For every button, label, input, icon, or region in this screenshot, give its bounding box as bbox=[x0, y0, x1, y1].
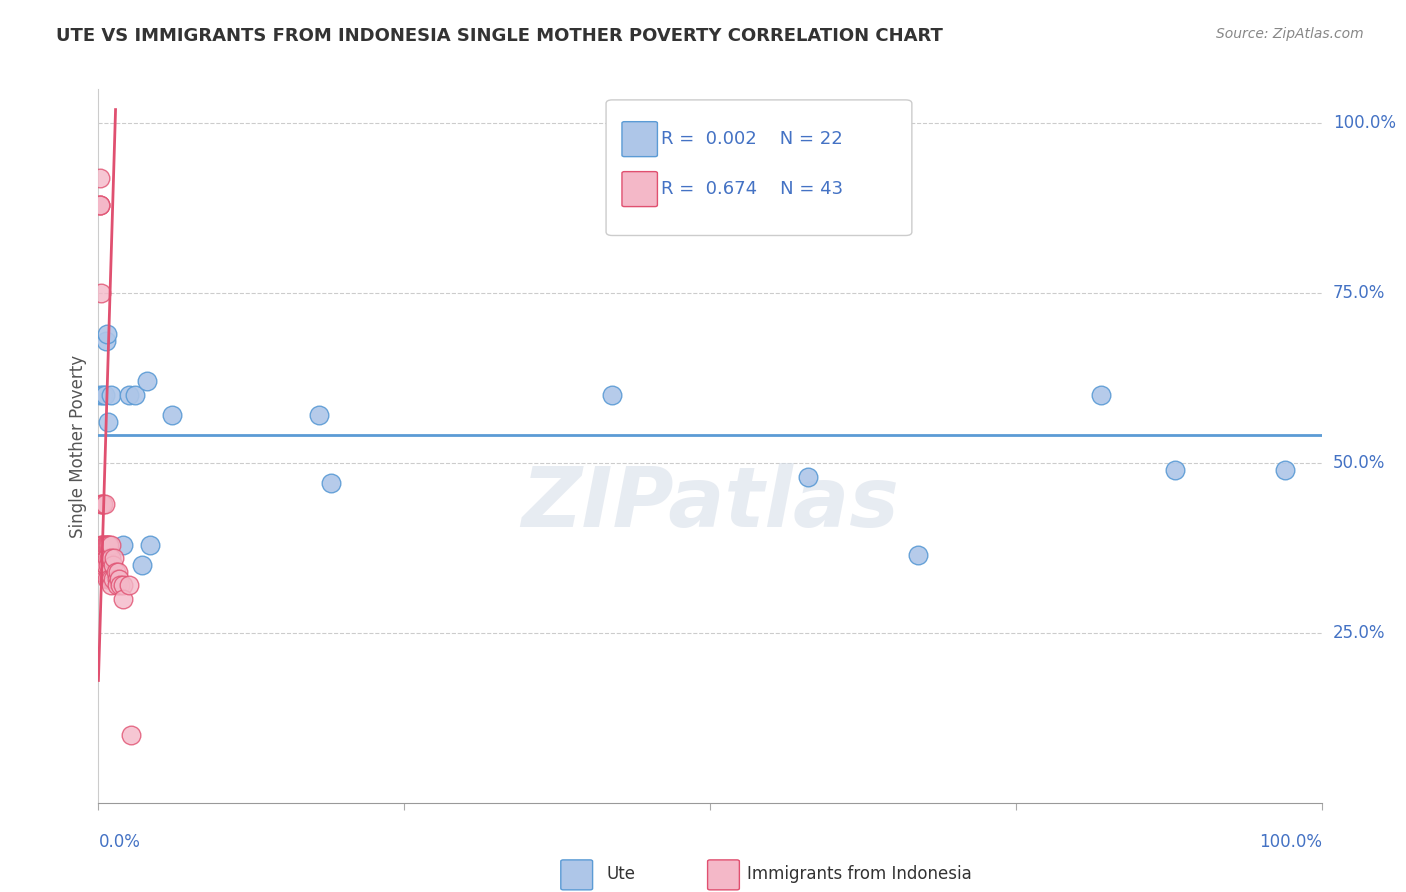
Point bbox=[96, 551, 118, 566]
Point bbox=[96, 326, 118, 341]
Point bbox=[100, 537, 122, 551]
Point bbox=[94, 334, 117, 348]
Point bbox=[89, 198, 111, 212]
Point bbox=[89, 170, 111, 185]
Point bbox=[111, 537, 134, 551]
Point bbox=[91, 388, 114, 402]
Point bbox=[120, 728, 142, 742]
Point bbox=[319, 476, 342, 491]
Point bbox=[104, 565, 127, 579]
Text: 50.0%: 50.0% bbox=[1333, 454, 1385, 472]
Point bbox=[136, 375, 159, 389]
Point bbox=[94, 537, 117, 551]
Point bbox=[91, 497, 114, 511]
Point bbox=[139, 537, 162, 551]
Point bbox=[91, 497, 114, 511]
FancyBboxPatch shape bbox=[621, 171, 658, 207]
Point bbox=[124, 388, 146, 402]
Point bbox=[101, 558, 124, 572]
Point bbox=[97, 537, 120, 551]
Point bbox=[98, 572, 121, 586]
Text: Source: ZipAtlas.com: Source: ZipAtlas.com bbox=[1216, 27, 1364, 41]
Text: Immigrants from Indonesia: Immigrants from Indonesia bbox=[747, 865, 972, 883]
Point bbox=[89, 198, 111, 212]
Point bbox=[97, 415, 120, 429]
Point bbox=[90, 565, 112, 579]
Point bbox=[1274, 463, 1296, 477]
Point bbox=[907, 548, 929, 562]
Text: 0.0%: 0.0% bbox=[98, 833, 141, 851]
Point bbox=[90, 497, 112, 511]
Point bbox=[93, 558, 115, 572]
Point bbox=[103, 551, 125, 566]
Point bbox=[308, 409, 330, 423]
Point bbox=[94, 558, 117, 572]
Text: 25.0%: 25.0% bbox=[1333, 624, 1385, 642]
Point bbox=[100, 388, 122, 402]
Point bbox=[91, 537, 114, 551]
Text: 100.0%: 100.0% bbox=[1333, 114, 1396, 132]
Point bbox=[110, 578, 132, 592]
FancyBboxPatch shape bbox=[606, 100, 912, 235]
Point bbox=[100, 551, 122, 566]
FancyBboxPatch shape bbox=[561, 860, 592, 890]
Point bbox=[96, 537, 118, 551]
Point bbox=[108, 572, 131, 586]
Point bbox=[118, 388, 141, 402]
FancyBboxPatch shape bbox=[707, 860, 740, 890]
Point bbox=[93, 497, 115, 511]
Point bbox=[797, 469, 820, 483]
Text: 75.0%: 75.0% bbox=[1333, 284, 1385, 302]
FancyBboxPatch shape bbox=[621, 121, 658, 157]
Point bbox=[131, 558, 153, 572]
Point bbox=[600, 388, 623, 402]
Text: ZIPatlas: ZIPatlas bbox=[522, 463, 898, 543]
Point bbox=[89, 388, 111, 402]
Point bbox=[89, 198, 111, 212]
Point bbox=[98, 551, 121, 566]
Text: R =  0.674    N = 43: R = 0.674 N = 43 bbox=[661, 180, 844, 198]
Text: UTE VS IMMIGRANTS FROM INDONESIA SINGLE MOTHER POVERTY CORRELATION CHART: UTE VS IMMIGRANTS FROM INDONESIA SINGLE … bbox=[56, 27, 943, 45]
Point bbox=[90, 286, 112, 301]
Point bbox=[111, 591, 134, 606]
Point bbox=[100, 578, 122, 592]
Text: R =  0.002    N = 22: R = 0.002 N = 22 bbox=[661, 130, 842, 148]
Point bbox=[98, 537, 121, 551]
Point bbox=[118, 578, 141, 592]
Point bbox=[1164, 463, 1187, 477]
Point bbox=[111, 578, 134, 592]
Point bbox=[105, 572, 128, 586]
Text: 100.0%: 100.0% bbox=[1258, 833, 1322, 851]
Point bbox=[91, 537, 114, 551]
Y-axis label: Single Mother Poverty: Single Mother Poverty bbox=[69, 354, 87, 538]
Text: Ute: Ute bbox=[606, 865, 636, 883]
Point bbox=[93, 537, 115, 551]
Point bbox=[160, 409, 183, 423]
Point bbox=[101, 572, 124, 586]
Point bbox=[107, 565, 129, 579]
Point bbox=[96, 572, 118, 586]
Point bbox=[100, 572, 122, 586]
Point bbox=[91, 558, 114, 572]
Point bbox=[90, 537, 112, 551]
Point bbox=[1090, 388, 1112, 402]
Point bbox=[93, 388, 115, 402]
Point bbox=[105, 578, 128, 592]
Point bbox=[97, 558, 120, 572]
